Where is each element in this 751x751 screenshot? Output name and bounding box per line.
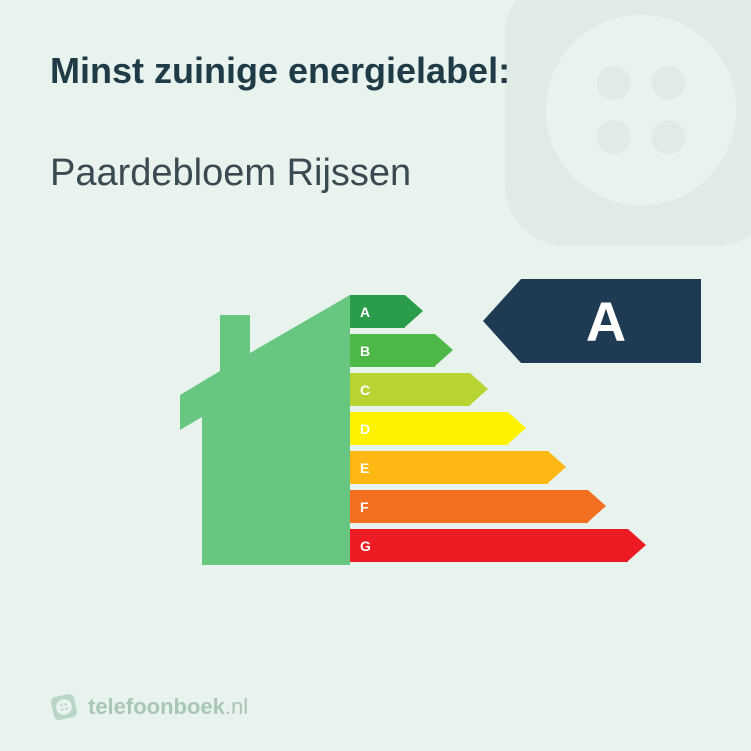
house-icon	[180, 295, 350, 565]
energy-bar-f: F	[350, 490, 646, 523]
energy-bar-c: C	[350, 373, 646, 406]
energy-bar-g: G	[350, 529, 646, 562]
bar-label: G	[360, 538, 371, 554]
bar-tip	[628, 529, 646, 561]
badge-letter: A	[521, 279, 701, 363]
bar-label: B	[360, 343, 370, 359]
energy-bar-e: E	[350, 451, 646, 484]
bar-body	[350, 412, 508, 445]
bar-label: E	[360, 460, 369, 476]
footer-logo-icon	[47, 690, 80, 723]
footer-suffix: .nl	[225, 694, 248, 719]
energy-chart: A B C D E F G A	[50, 255, 701, 595]
bar-body	[350, 529, 628, 562]
footer-text: telefoonboek	[88, 694, 225, 719]
footer: telefoonboek.nl	[50, 693, 248, 721]
badge-arrow-tip	[483, 279, 521, 363]
rating-badge: A	[483, 279, 701, 363]
energy-label-card: Minst zuinige energielabel: Paardebloem …	[0, 0, 751, 751]
bar-label: A	[360, 304, 370, 320]
bar-tip	[470, 373, 488, 405]
energy-bar-d: D	[350, 412, 646, 445]
bar-tip	[435, 334, 453, 366]
bar-tip	[548, 451, 566, 483]
footer-brand: telefoonboek.nl	[88, 694, 248, 720]
location-name: Paardebloem Rijssen	[50, 152, 701, 195]
bar-label: C	[360, 382, 370, 398]
bar-body	[350, 490, 588, 523]
bar-tip	[588, 490, 606, 522]
bar-body	[350, 295, 405, 328]
bar-tip	[508, 412, 526, 444]
bar-label: F	[360, 499, 369, 515]
bar-body	[350, 451, 548, 484]
watermark-icon	[471, 0, 751, 280]
page-title: Minst zuinige energielabel:	[50, 50, 701, 92]
bar-label: D	[360, 421, 370, 437]
bar-tip	[405, 295, 423, 327]
